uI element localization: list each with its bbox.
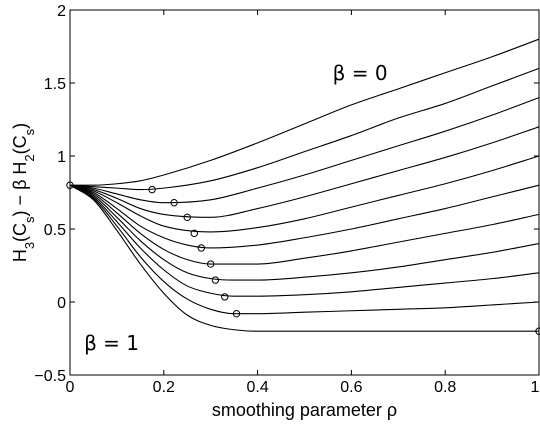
y-tick-label: 1 — [57, 149, 66, 166]
minimum-marker — [207, 260, 215, 268]
y-axis-label: H3(Cs) − β H2(Cs) — [10, 123, 37, 262]
minima-marker-group — [66, 181, 540, 335]
curve-beta-0.4 — [69, 155, 540, 233]
curve-beta-0.5 — [69, 184, 540, 249]
y-tick-group: −0.5 0 0.5 1 1.5 2 — [34, 3, 539, 385]
curve-beta-0.7 — [69, 184, 540, 281]
curve-beta-0.2 — [69, 97, 540, 204]
curve-beta-0.3 — [69, 126, 540, 218]
x-tick-label: 1 — [531, 379, 540, 396]
annotation-group: β = 0 β = 1 — [84, 61, 388, 355]
minimum-marker — [232, 309, 241, 318]
minimum-marker — [170, 199, 178, 207]
curve-beta-0.1 — [69, 67, 540, 191]
curve-beta-0 — [70, 38, 540, 186]
x-tick-label: 0 — [66, 379, 75, 396]
x-axis-label: smoothing parameter ρ — [212, 400, 397, 420]
curve-beta-0.6 — [69, 184, 540, 265]
y-tick-label: 1.5 — [44, 76, 66, 93]
x-tick-label: 0.6 — [340, 379, 362, 396]
y-tick-label: −0.5 — [34, 368, 66, 385]
minimum-marker — [211, 276, 220, 284]
minimum-marker — [183, 213, 191, 222]
y-tick-label: 0 — [57, 295, 66, 312]
minimum-marker — [197, 244, 206, 252]
minimum-marker — [148, 185, 156, 194]
x-tick-label: 0.2 — [153, 379, 175, 396]
curve-beta-1 — [69, 184, 539, 332]
minimum-marker — [190, 229, 198, 238]
x-tick-group: 0 0.2 0.4 0.6 0.8 1 — [66, 10, 540, 396]
curve-group — [69, 38, 540, 332]
minimum-marker — [221, 293, 229, 301]
curve-beta-0.9 — [69, 184, 540, 315]
curve-beta-0.8 — [69, 184, 540, 297]
y-tick-label: 2 — [57, 3, 66, 20]
beta-annotation: β = 0 — [333, 61, 388, 85]
x-tick-label: 0.8 — [434, 379, 456, 396]
plot-frame — [69, 9, 540, 376]
beta-annotation: β = 1 — [84, 331, 139, 355]
x-tick-label: 0.4 — [246, 379, 268, 396]
y-tick-label: 0.5 — [44, 222, 66, 239]
